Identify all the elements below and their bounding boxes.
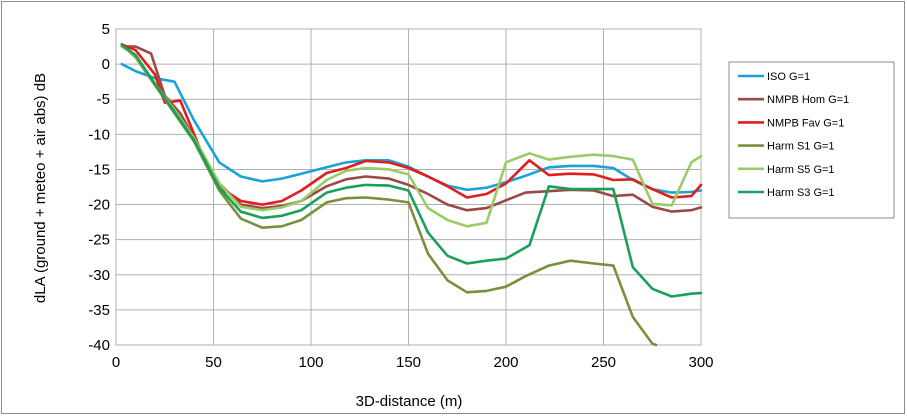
y-tick-label: 0 [102, 56, 110, 73]
legend-label: ISO G=1 [767, 71, 810, 83]
x-tick-label: 200 [493, 354, 518, 371]
x-axis-title: 3D-distance (m) [356, 393, 463, 410]
legend-label: Harm S1 G=1 [767, 141, 835, 153]
series-line-harm-s3-g-1 [120, 43, 703, 298]
y-tick-label: -20 [88, 197, 110, 214]
x-tick-label: 300 [688, 354, 713, 371]
y-tick-label: -5 [97, 91, 110, 108]
gridlines [115, 28, 702, 346]
x-tick-label: 250 [591, 354, 616, 371]
legend-label: Harm S5 G=1 [767, 164, 835, 176]
y-tick-label: -15 [88, 161, 110, 178]
x-tick-label: 0 [112, 354, 120, 371]
x-tick-label: 50 [205, 354, 222, 371]
y-axis-title: dLA (ground + meteo + air abs) dB [32, 73, 49, 303]
y-tick-label: 5 [102, 21, 110, 38]
y-tick-label: -25 [88, 232, 110, 249]
legend: ISO G=1 NMPB Hom G=1 NMPB Fav G=1 Harm S1 G… [728, 61, 895, 219]
y-tick-label: -30 [88, 267, 110, 284]
series-line-harm-s5-g-1 [120, 45, 703, 228]
y-tick-label: -10 [88, 126, 110, 143]
legend-label: NMPB Fav G=1 [767, 117, 844, 129]
x-tick-labels: 0 50 100 150 200 250 300 [112, 354, 714, 371]
y-tick-labels: 5 0 -5 -10 -15 -20 -25 -30 -35 -40 [88, 21, 110, 354]
x-tick-label: 100 [298, 354, 323, 371]
y-tick-label: -40 [88, 337, 110, 354]
legend-label: NMPB Hom G=1 [767, 94, 849, 106]
series-layer [120, 43, 703, 347]
legend-label: Harm S3 G=1 [767, 187, 835, 199]
x-tick-label: 150 [396, 354, 421, 371]
y-tick-label: -35 [88, 302, 110, 319]
